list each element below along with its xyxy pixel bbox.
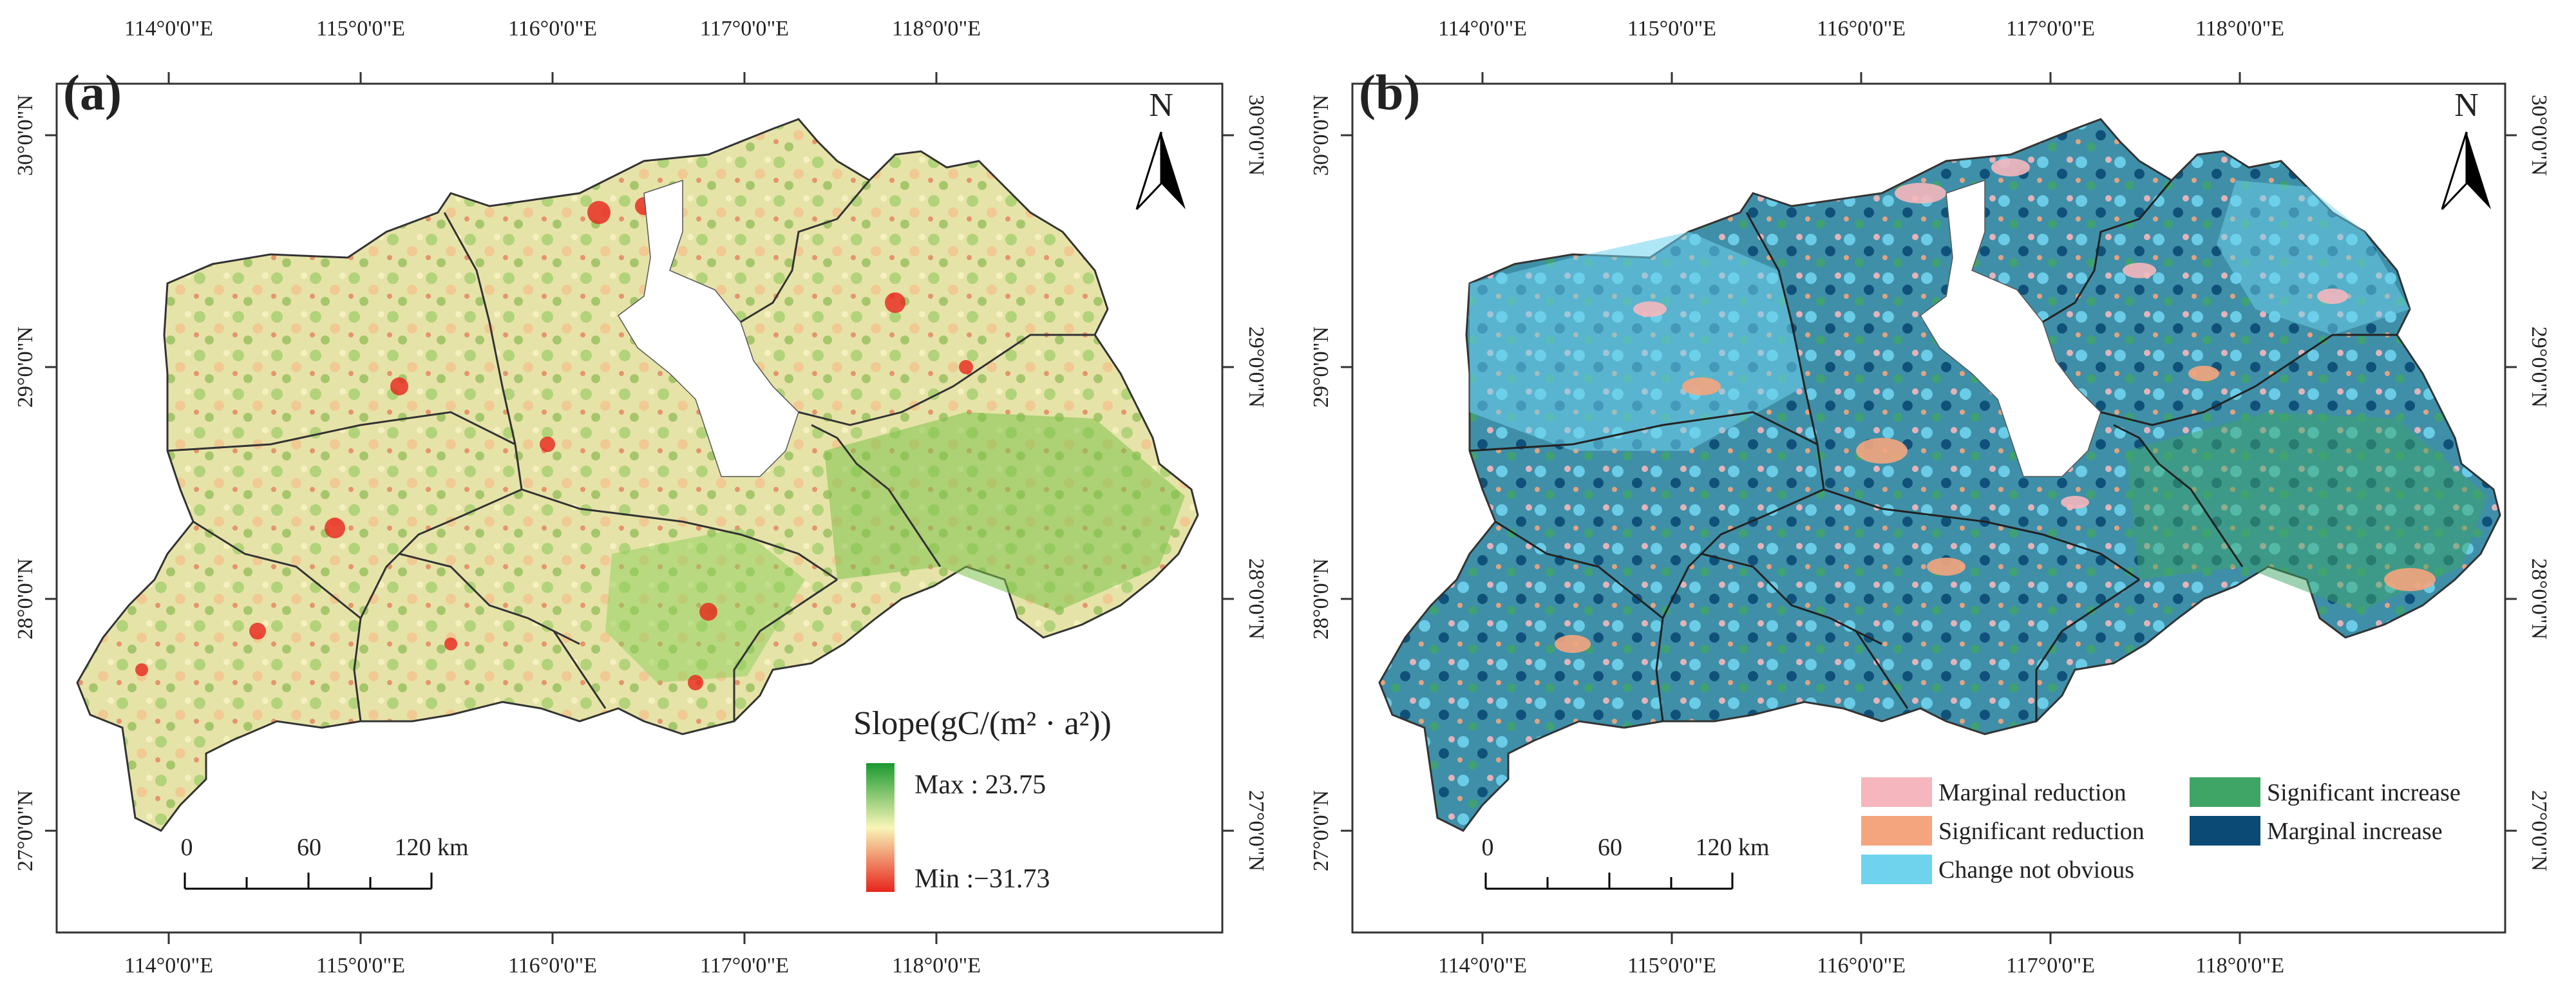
bottom-tick-label: 114°0'0"E [1438, 954, 1527, 978]
top-tick-label: 115°0'0"E [1627, 17, 1716, 41]
legend-b: Marginal reduction Significant reduction… [1861, 777, 2461, 884]
legend-swatch-marginal-increase [2190, 816, 2260, 846]
map-a-svg: 114°0'0"E 115°0'0"E 116°0'0"E 117°0'0"E … [14, 17, 1268, 978]
right-tick-label: 28°0'0"N [2527, 558, 2551, 639]
map-frame [55, 82, 1224, 934]
right-tick-label: 27°0'0"N [2527, 790, 2551, 871]
study-region-b [1378, 118, 2501, 832]
scale-label-mid: 60 [1598, 834, 1622, 861]
left-tick-label: 28°0'0"N [1309, 558, 1333, 639]
north-label: N [2454, 87, 2479, 124]
legend-gradient-bar [866, 763, 895, 892]
north-arrow-icon: N [1135, 87, 1186, 211]
top-tick-label: 114°0'0"E [124, 17, 213, 41]
bottom-tick-label: 117°0'0"E [700, 954, 789, 978]
scale-bar-a: 0 60 120 km [181, 834, 469, 890]
north-arrow-icon: N [2441, 87, 2491, 211]
left-tick-label: 27°0'0"N [14, 790, 37, 871]
scale-label-zero: 0 [181, 834, 193, 861]
bottom-tick-label: 115°0'0"E [316, 954, 405, 978]
scale-label-end: 120 km [394, 834, 468, 861]
legend-label: Change not obvious [1938, 856, 2134, 884]
top-tick-label: 115°0'0"E [316, 17, 405, 41]
scale-label-zero: 0 [1482, 834, 1494, 861]
legend-swatch-significant-reduction [1861, 816, 1932, 846]
scale-bar-b: 0 60 120 km [1482, 834, 1770, 890]
left-tick-label: 30°0'0"N [14, 95, 37, 176]
bottom-tick-label: 116°0'0"E [1817, 954, 1906, 978]
bottom-tick-label: 116°0'0"E [508, 954, 597, 978]
map-frame [1351, 82, 2506, 934]
legend-swatch-marginal-reduction [1861, 777, 1932, 807]
top-tick-label: 116°0'0"E [508, 17, 597, 41]
map-b-svg: 114°0'0"E 115°0'0"E 116°0'0"E 117°0'0"E … [1309, 17, 2551, 978]
left-tick-label: 30°0'0"N [1309, 95, 1333, 176]
legend-label: Marginal increase [2267, 818, 2443, 845]
bottom-tick-label: 118°0'0"E [2195, 954, 2284, 978]
right-tick-label: 27°0'0"N [1244, 790, 1268, 871]
left-tick-label: 27°0'0"N [1309, 790, 1333, 871]
scale-label-end: 120 km [1695, 834, 1769, 861]
legend-swatch-change-not-obvious [1861, 855, 1932, 884]
bottom-tick-label: 117°0'0"E [2006, 954, 2095, 978]
left-tick-label: 28°0'0"N [14, 558, 37, 639]
scale-label-mid: 60 [297, 834, 321, 861]
panel-b: 114°0'0"E 115°0'0"E 116°0'0"E 117°0'0"E … [1288, 0, 2576, 984]
right-tick-label: 30°0'0"N [2527, 95, 2551, 176]
bottom-tick-label: 115°0'0"E [1627, 954, 1716, 978]
frame-ticks [1341, 72, 2517, 944]
panel-label-a: (a) [63, 64, 122, 120]
north-label: N [1149, 87, 1173, 124]
right-tick-label: 30°0'0"N [1244, 95, 1268, 176]
frame-ticks [45, 72, 1234, 944]
bottom-tick-label: 114°0'0"E [124, 954, 213, 978]
panel-a: 114°0'0"E 115°0'0"E 116°0'0"E 117°0'0"E … [14, 17, 1268, 978]
top-tick-label: 117°0'0"E [2006, 17, 2095, 41]
bottom-tick-label: 118°0'0"E [892, 954, 981, 978]
legend-label: Marginal reduction [1938, 779, 2126, 806]
legend-max-label: Max : 23.75 [914, 770, 1046, 800]
top-tick-label: 118°0'0"E [892, 17, 981, 41]
right-tick-label: 28°0'0"N [1244, 558, 1268, 639]
legend-label: Significant increase [2267, 779, 2461, 806]
legend-min-label: Min :−31.73 [914, 864, 1050, 894]
top-tick-label: 116°0'0"E [1817, 17, 1906, 41]
legend-title: Slope(gC/(m² · a²)) [853, 705, 1112, 742]
legend-a: Slope(gC/(m² · a²)) Max : 23.75 Min :−31… [853, 705, 1112, 894]
top-tick-label: 117°0'0"E [700, 17, 789, 41]
legend-swatch-significant-increase [2190, 777, 2260, 807]
panel-label-b: (b) [1359, 64, 1420, 120]
study-region-a [76, 118, 1199, 832]
top-tick-label: 114°0'0"E [1438, 17, 1527, 41]
right-tick-label: 29°0'0"N [1244, 326, 1268, 408]
left-tick-label: 29°0'0"N [14, 326, 37, 408]
right-tick-label: 29°0'0"N [2527, 326, 2551, 408]
top-tick-label: 118°0'0"E [2195, 17, 2284, 41]
legend-label: Significant reduction [1938, 818, 2145, 845]
left-tick-label: 29°0'0"N [1309, 326, 1333, 408]
